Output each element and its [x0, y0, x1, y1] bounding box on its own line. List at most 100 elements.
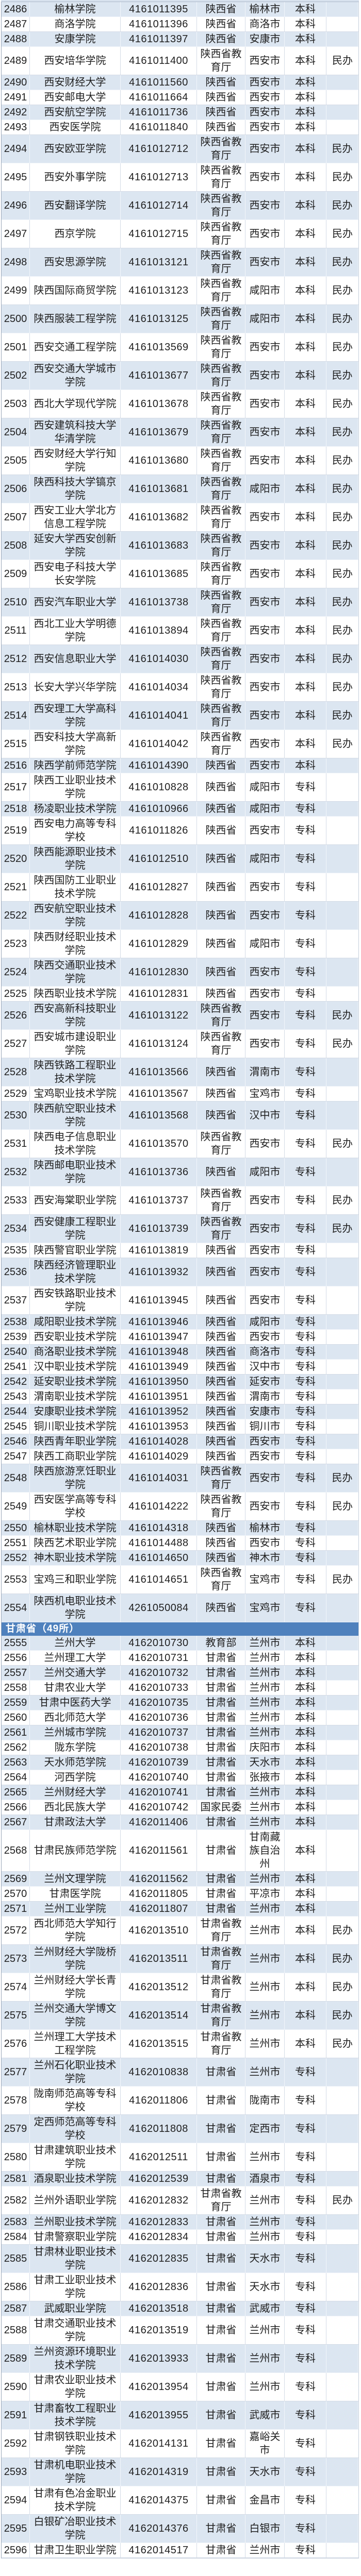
authority-cell: 陕西省	[197, 1330, 245, 1344]
education-level-cell: 本科	[285, 248, 326, 276]
table-row: 2512 西安信息职业大学 4161014030 陕西省教育厅 西安市 本科 民办	[2, 645, 358, 673]
location-cell: 兰州市	[245, 2316, 285, 2344]
education-level-cell: 本科	[285, 447, 326, 474]
table-row: 2540 商洛职业技术学院 4161013948 陕西省 商洛市 专科	[2, 1345, 358, 1360]
location-cell: 西安市	[245, 1464, 285, 1492]
row-number-cell: 2493	[2, 120, 30, 134]
school-name-cell: 神木职业技术学院	[30, 1551, 121, 1565]
ownership-note-cell	[326, 1636, 358, 1650]
ownership-note-cell: 民办	[332, 172, 353, 183]
school-code-cell: 4161013125	[121, 305, 197, 333]
school-code-cell: 4161014222	[121, 1493, 197, 1520]
education-level-cell: 专科	[285, 1215, 326, 1243]
table-row: 2539 西安职业技术学院 4161013947 陕西省 西安市 专科	[2, 1330, 358, 1345]
school-code-cell: 4162011406	[121, 1815, 197, 1829]
ownership-note-cell: 民办	[332, 1195, 353, 1206]
row-number-cell: 2512	[2, 645, 30, 673]
school-name-cell: 西北师范大学	[30, 1710, 121, 1725]
table-row: 2510 西安汽车职业大学 4161013738 陕西省教育厅 西安市 本科 民办	[2, 588, 358, 617]
row-number-cell: 2494	[2, 135, 30, 163]
education-level-cell: 专科	[285, 1360, 326, 1374]
ownership-note-cell	[326, 2143, 358, 2171]
row-number-cell: 2521	[2, 873, 30, 901]
row-number-cell: 2517	[2, 773, 30, 801]
school-code-cell: 4161013737	[121, 1187, 197, 1214]
school-name-cell: 兰州工业学院	[30, 1902, 121, 1916]
education-level-cell: 专科	[285, 2115, 326, 2143]
school-code-cell: 4162013510	[121, 1917, 197, 1944]
authority-cell: 甘肃省	[197, 1902, 245, 1916]
school-name-cell: 西安外事学院	[30, 163, 121, 191]
school-name-cell: 兰州交通大学	[30, 1666, 121, 1680]
education-level-cell: 专科	[285, 1243, 326, 1258]
education-level-cell: 本科	[285, 1800, 326, 1815]
row-number-cell: 2573	[2, 1945, 30, 1973]
education-level-cell: 专科	[285, 2301, 326, 2316]
location-cell: 兰州市	[245, 2230, 285, 2244]
ownership-note-cell	[326, 902, 358, 929]
school-name-cell: 兰州文理学院	[30, 1872, 121, 1886]
location-cell: 张掖市	[245, 1770, 285, 1785]
ownership-note-cell	[326, 17, 358, 31]
school-code-cell: 4162014375	[121, 2486, 197, 2514]
authority-cell: 陕西省教育厅	[197, 362, 245, 389]
school-code-cell: 4162014376	[121, 2515, 197, 2543]
education-level-cell: 专科	[285, 1158, 326, 1186]
authority-cell: 陕西省	[197, 75, 245, 90]
row-number-cell: 2537	[2, 1286, 30, 1314]
school-name-cell: 西北师范大学知行学院	[30, 1917, 121, 1944]
ownership-note-cell	[326, 1101, 358, 1129]
school-name-cell: 陕西机电职业技术学院	[30, 1594, 121, 1622]
education-level-cell: 本科	[285, 1696, 326, 1710]
row-number-cell: 2550	[2, 1521, 30, 1535]
location-cell: 武威市	[245, 2301, 285, 2316]
location-cell: 西安市	[245, 758, 285, 773]
school-code-cell: 4162014131	[121, 2430, 197, 2458]
ownership-note-cell	[326, 2, 358, 16]
education-level-cell: 专科	[285, 1521, 326, 1535]
education-level-cell: 本科	[285, 1710, 326, 1725]
table-row: 2567 甘肃政法大学 4162011406 甘肃省 兰州市 本科	[2, 1815, 358, 1830]
row-number-cell: 2491	[2, 90, 30, 105]
row-number-cell: 2499	[2, 277, 30, 304]
ownership-note-cell: 民办	[326, 1945, 358, 1973]
location-cell: 西安市	[245, 1215, 285, 1243]
authority-cell: 陕西省	[197, 1243, 245, 1258]
school-name-cell: 陕西航空职业技术学院	[30, 1101, 121, 1129]
education-level-cell: 专科	[285, 1101, 326, 1129]
education-level-cell: 本科	[285, 277, 326, 304]
ownership-note-cell	[326, 1434, 358, 1449]
table-row: 2568 甘肃民族师范学院 4162011561 甘肃省 甘南藏族自治州 本科	[2, 1830, 358, 1872]
ownership-note-cell	[326, 1681, 358, 1695]
ownership-note-cell	[326, 1740, 358, 1755]
school-name-cell: 榆林学院	[30, 2, 121, 16]
table-row: 2507 西安工业大学北方信息工程学院 4161013682 陕西省教育厅 西安市 本科民…	[2, 503, 358, 532]
ownership-note-cell	[326, 930, 358, 958]
location-cell: 安康市	[245, 32, 285, 46]
location-cell: 西安市	[245, 560, 285, 588]
location-cell: 西安市	[245, 673, 285, 701]
ownership-note-cell	[326, 1887, 358, 1901]
education-level-cell: 本科	[285, 75, 326, 90]
ownership-note-cell	[326, 1594, 358, 1622]
table-row: 2560 西北师范大学 4162010736 甘肃省 兰州市 本科	[2, 1710, 358, 1725]
school-code-cell: 4161014034	[121, 673, 197, 701]
row-number-cell: 2528	[2, 1058, 30, 1086]
school-code-cell: 4161013567	[121, 1087, 197, 1101]
row-number-cell: 2595	[2, 2515, 30, 2543]
location-cell: 西安市	[245, 503, 285, 531]
location-cell: 西安市	[245, 120, 285, 134]
authority-cell: 陕西省	[197, 17, 245, 31]
table-row: 2517 陕西工业职业技术学院 4161010828 陕西省 咸阳市 专科	[2, 773, 358, 802]
location-cell: 西安市	[245, 902, 285, 929]
table-row: 2586 甘肃工业职业技术学院 4162012836 甘肃省 天水市 专科	[2, 2273, 358, 2301]
table-row: 2527 西安城市建设职业学院 4161013124 陕西省教育厅 西安市 专科 民办	[2, 1030, 358, 1058]
location-cell: 兰州市	[245, 1666, 285, 1680]
school-code-cell: 4161011395	[121, 2, 197, 16]
school-name-cell: 西安医学院	[30, 120, 121, 134]
row-number-cell: 2487	[2, 17, 30, 31]
row-number-cell: 2583	[2, 2215, 30, 2229]
school-code-cell: 4161013569	[121, 333, 197, 361]
authority-cell: 陕西省教育厅	[197, 645, 245, 673]
school-code-cell: 4162010738	[121, 1740, 197, 1755]
